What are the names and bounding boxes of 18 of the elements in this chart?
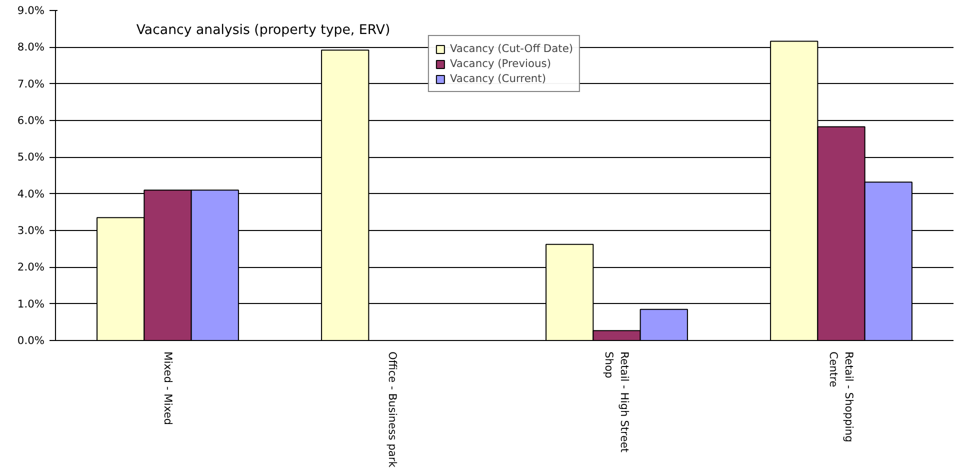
x-tick-label: Retail - High Street Shop	[602, 352, 632, 452]
legend-label: Vacancy (Previous)	[450, 57, 551, 70]
text: Vacancy analysis (property type, ERV)	[136, 22, 390, 38]
x-tick-label: Office - Business park	[386, 352, 399, 468]
y-tick-label: 8.0%	[17, 40, 45, 54]
y-tick-label: 2.0%	[17, 260, 45, 274]
y-tick-label: 9.0%	[17, 4, 45, 17]
y-tick-label: 0.0%	[17, 334, 45, 347]
y-tick-label: 4.0%	[17, 187, 45, 200]
y-tick-label: 7.0%	[17, 77, 45, 90]
x-tick-label: Retail - Shopping Centre	[826, 352, 856, 442]
x-tick-label: Mixed - Mixed	[161, 352, 174, 426]
y-tick-label: 6.0%	[17, 114, 45, 127]
y-tick-label: 5.0%	[17, 150, 45, 164]
legend-label: Vacancy (Cut-Off Date)	[450, 42, 574, 55]
y-tick-label: 3.0%	[17, 224, 45, 237]
y-tick-label: 1.0%	[17, 297, 45, 310]
legend-label: Vacancy (Current)	[450, 72, 546, 85]
